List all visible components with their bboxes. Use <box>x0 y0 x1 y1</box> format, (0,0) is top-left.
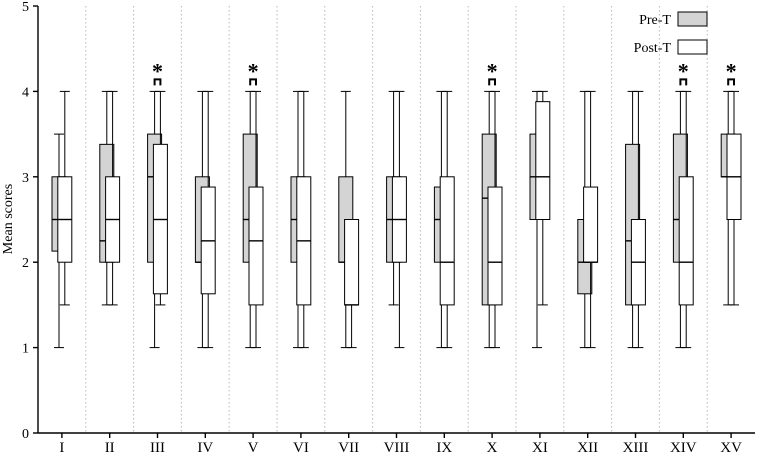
box <box>105 90 121 306</box>
box <box>487 90 503 349</box>
x-tick-label: VII <box>338 440 359 455</box>
box <box>678 90 694 349</box>
legend-item: Pre-T <box>639 11 708 28</box>
x-tick-label: VI <box>293 440 309 455</box>
box <box>57 90 73 306</box>
box-body <box>487 186 503 306</box>
bracket-line <box>153 78 162 86</box>
x-tick-label: III <box>150 440 165 455</box>
y-tick-label: 0 <box>22 427 29 442</box>
y-tick-label: 5 <box>22 0 29 15</box>
box <box>391 90 407 349</box>
boxes-layer <box>51 90 742 349</box>
legend-item: Post-T <box>634 39 708 56</box>
legend-swatch <box>677 11 708 27</box>
y-axis-label: Mean scores <box>1 184 16 254</box>
significance-bracket: * <box>487 58 498 86</box>
x-tick-label: XIV <box>670 440 697 455</box>
x-tick-label: IX <box>436 440 452 455</box>
box <box>152 90 168 306</box>
x-tick-label: XV <box>720 440 742 455</box>
box <box>630 90 646 349</box>
box-body <box>248 186 264 306</box>
significance-bracket: * <box>248 58 259 86</box>
box <box>248 90 264 349</box>
x-tick-label: X <box>487 440 498 455</box>
bracket-line <box>488 78 496 86</box>
box-body <box>678 176 694 306</box>
y-tick-label: 4 <box>22 85 29 100</box>
box-body <box>535 101 551 220</box>
significance-asterisk: * <box>248 58 259 83</box>
box <box>535 90 551 306</box>
legend-label: Pre-T <box>639 13 671 28</box>
legend-label: Post-T <box>634 41 672 56</box>
significance-bracket: * <box>678 58 689 86</box>
significance-asterisk: * <box>487 58 498 83</box>
bracket-line <box>727 78 735 86</box>
bracket-line <box>679 78 688 86</box>
significance-bracket: * <box>726 58 737 86</box>
box <box>583 90 599 349</box>
significance-asterisk: * <box>678 58 689 83</box>
y-tick-label: 3 <box>22 171 29 186</box>
x-tick-label: XII <box>577 440 598 455</box>
legend-swatch <box>677 39 708 55</box>
significance-asterisk: * <box>152 58 163 83</box>
box-body <box>439 176 455 306</box>
y-tick-label: 1 <box>22 342 29 357</box>
box <box>726 90 742 306</box>
box <box>439 90 455 349</box>
box <box>344 219 360 349</box>
x-tick-label: IV <box>197 440 213 455</box>
y-tick-label: 2 <box>22 256 29 271</box>
x-tick-label: XIII <box>623 440 649 455</box>
x-tick-label: V <box>248 440 259 455</box>
significance-asterisk: * <box>726 58 737 83</box>
bracket-line <box>249 78 257 86</box>
x-tick-label: VIII <box>384 440 410 455</box>
box <box>200 90 216 349</box>
box-body <box>344 219 360 306</box>
significance-bracket: * <box>152 58 163 86</box>
box-body <box>583 186 599 263</box>
legend: Pre-T Post-T <box>634 11 708 56</box>
x-tick-label: II <box>105 440 115 455</box>
x-tick-label: XI <box>532 440 548 455</box>
significance-layer: * * * * * <box>152 58 737 86</box>
box <box>296 90 312 349</box>
x-tick-label: I <box>59 440 64 455</box>
